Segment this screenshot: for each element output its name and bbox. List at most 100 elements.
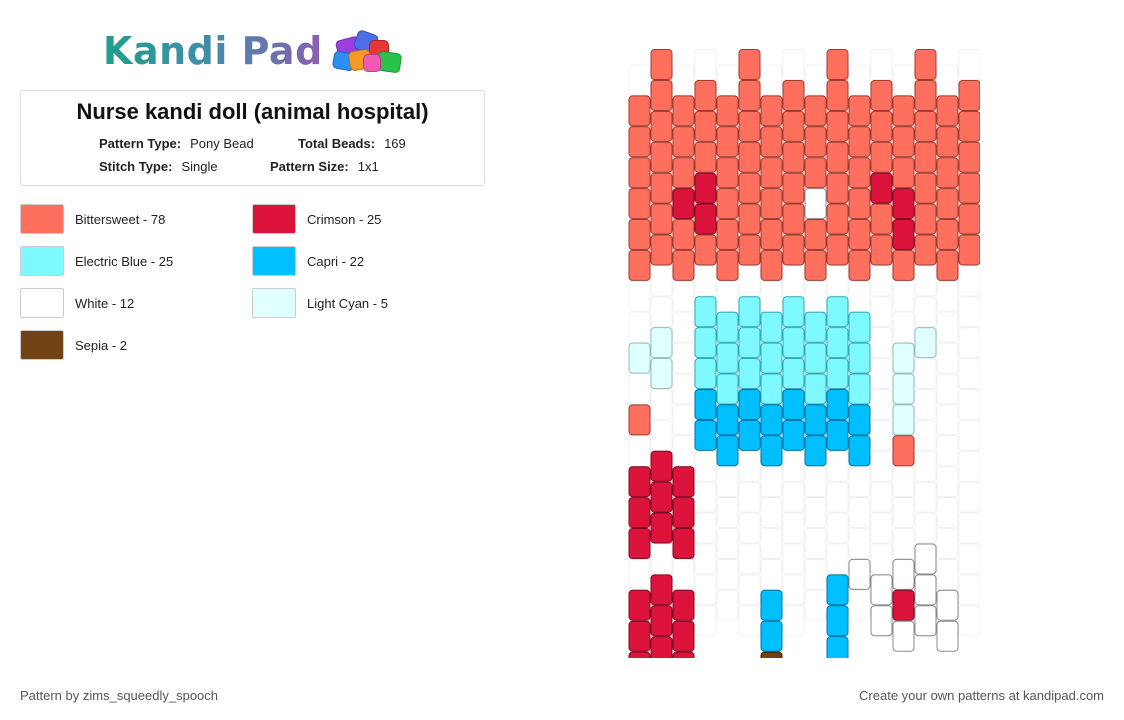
empty-grid-cell xyxy=(892,280,915,312)
legend-label: Crimson - 25 xyxy=(307,211,382,227)
crimson-bead xyxy=(694,203,717,235)
empty-grid-cell xyxy=(804,466,827,498)
capri-bead xyxy=(782,419,805,451)
bittersweet-bead xyxy=(914,141,937,173)
empty-grid-cell xyxy=(716,528,739,559)
bittersweet-bead xyxy=(826,49,849,81)
empty-grid-cell xyxy=(694,543,717,575)
bittersweet-bead xyxy=(716,249,739,281)
bittersweet-bead xyxy=(628,188,651,220)
empty-grid-cell xyxy=(826,450,849,482)
kandipad-link[interactable]: Create your own patterns at kandipad.com xyxy=(859,688,1104,703)
electric-blue-bead xyxy=(716,311,739,343)
pattern-size-value: 1x1 xyxy=(357,159,379,174)
crimson-bead xyxy=(628,589,651,621)
bittersweet-bead xyxy=(870,79,893,111)
electric-blue-bead xyxy=(716,373,739,405)
bittersweet-bead xyxy=(914,172,937,204)
legend-item-electric-blue: Electric Blue - 25 xyxy=(20,245,173,277)
bittersweet-bead xyxy=(738,141,761,173)
bittersweet-bead xyxy=(870,234,893,266)
electric-blue-bead xyxy=(694,327,717,359)
white-bead xyxy=(892,558,915,590)
empty-grid-cell xyxy=(716,589,739,621)
bittersweet-bead xyxy=(848,157,871,189)
empty-grid-cell xyxy=(870,358,893,390)
crimson-bead xyxy=(892,589,915,621)
crimson-bead xyxy=(870,172,893,204)
empty-grid-cell xyxy=(628,373,651,405)
light-cyan-bead xyxy=(628,342,651,374)
empty-grid-cell xyxy=(650,388,673,420)
empty-grid-cell xyxy=(738,481,761,513)
bittersweet-bead xyxy=(936,219,959,250)
legend-item-bittersweet: Bittersweet - 78 xyxy=(20,203,165,235)
empty-grid-cell xyxy=(782,574,805,606)
bittersweet-bead xyxy=(870,141,893,173)
legend-label: Capri - 22 xyxy=(307,253,365,269)
bittersweet-bead xyxy=(760,95,783,127)
empty-grid-cell xyxy=(958,512,980,544)
white-bead xyxy=(892,620,915,652)
crimson-bead xyxy=(650,481,673,513)
empty-grid-cell xyxy=(694,481,717,513)
bittersweet-bead xyxy=(914,49,937,81)
empty-grid-cell xyxy=(914,419,937,451)
bittersweet-bead xyxy=(650,79,673,111)
bittersweet-bead xyxy=(782,234,805,266)
total-beads-label: Total Beads: xyxy=(298,136,376,151)
color-swatch xyxy=(20,288,64,318)
empty-grid-cell xyxy=(848,528,871,559)
capri-bead xyxy=(804,435,827,467)
empty-grid-cell xyxy=(694,450,717,482)
bittersweet-bead xyxy=(716,95,739,127)
empty-grid-cell xyxy=(782,265,805,297)
capri-bead xyxy=(782,388,805,420)
empty-grid-cell xyxy=(694,512,717,544)
bittersweet-bead xyxy=(826,203,849,235)
bittersweet-bead xyxy=(716,188,739,220)
empty-grid-cell xyxy=(672,558,695,590)
crimson-bead xyxy=(672,528,695,559)
kandipad-logo[interactable]: Kandi Pad xyxy=(103,28,409,74)
bittersweet-bead xyxy=(650,172,673,204)
empty-grid-cell xyxy=(936,466,959,498)
empty-grid-cell xyxy=(782,481,805,513)
legend-item-capri: Capri - 22 xyxy=(252,245,364,277)
empty-grid-cell xyxy=(804,64,827,96)
empty-grid-cell xyxy=(958,543,980,575)
bittersweet-bead xyxy=(738,234,761,266)
bittersweet-bead xyxy=(716,157,739,189)
capri-bead xyxy=(760,620,783,652)
empty-grid-cell xyxy=(760,528,783,559)
white-bead xyxy=(804,188,827,220)
capri-bead xyxy=(848,435,871,467)
empty-grid-cell xyxy=(936,404,959,436)
bittersweet-bead xyxy=(804,126,827,158)
empty-grid-cell xyxy=(936,558,959,590)
color-swatch xyxy=(20,246,64,276)
bead-pattern-grid[interactable] xyxy=(620,48,980,658)
legend-item-crimson: Crimson - 25 xyxy=(252,203,381,235)
empty-grid-cell xyxy=(958,605,980,637)
empty-grid-cell xyxy=(716,64,739,96)
capri-bead xyxy=(694,388,717,420)
bittersweet-bead xyxy=(782,79,805,111)
bittersweet-bead xyxy=(826,172,849,204)
legend-item-white: White - 12 xyxy=(20,287,134,319)
electric-blue-bead xyxy=(738,296,761,328)
white-bead xyxy=(870,574,893,606)
empty-grid-cell xyxy=(672,311,695,343)
white-bead xyxy=(936,620,959,652)
empty-grid-cell xyxy=(848,64,871,96)
bittersweet-bead xyxy=(804,219,827,250)
bittersweet-bead xyxy=(628,219,651,250)
bittersweet-bead xyxy=(848,95,871,127)
crimson-bead xyxy=(650,605,673,637)
bittersweet-bead xyxy=(782,110,805,142)
light-cyan-bead xyxy=(892,373,915,405)
crimson-bead xyxy=(694,172,717,204)
stitch-type-value: Single xyxy=(181,159,218,174)
bittersweet-bead xyxy=(914,203,937,235)
bittersweet-bead xyxy=(892,157,915,189)
